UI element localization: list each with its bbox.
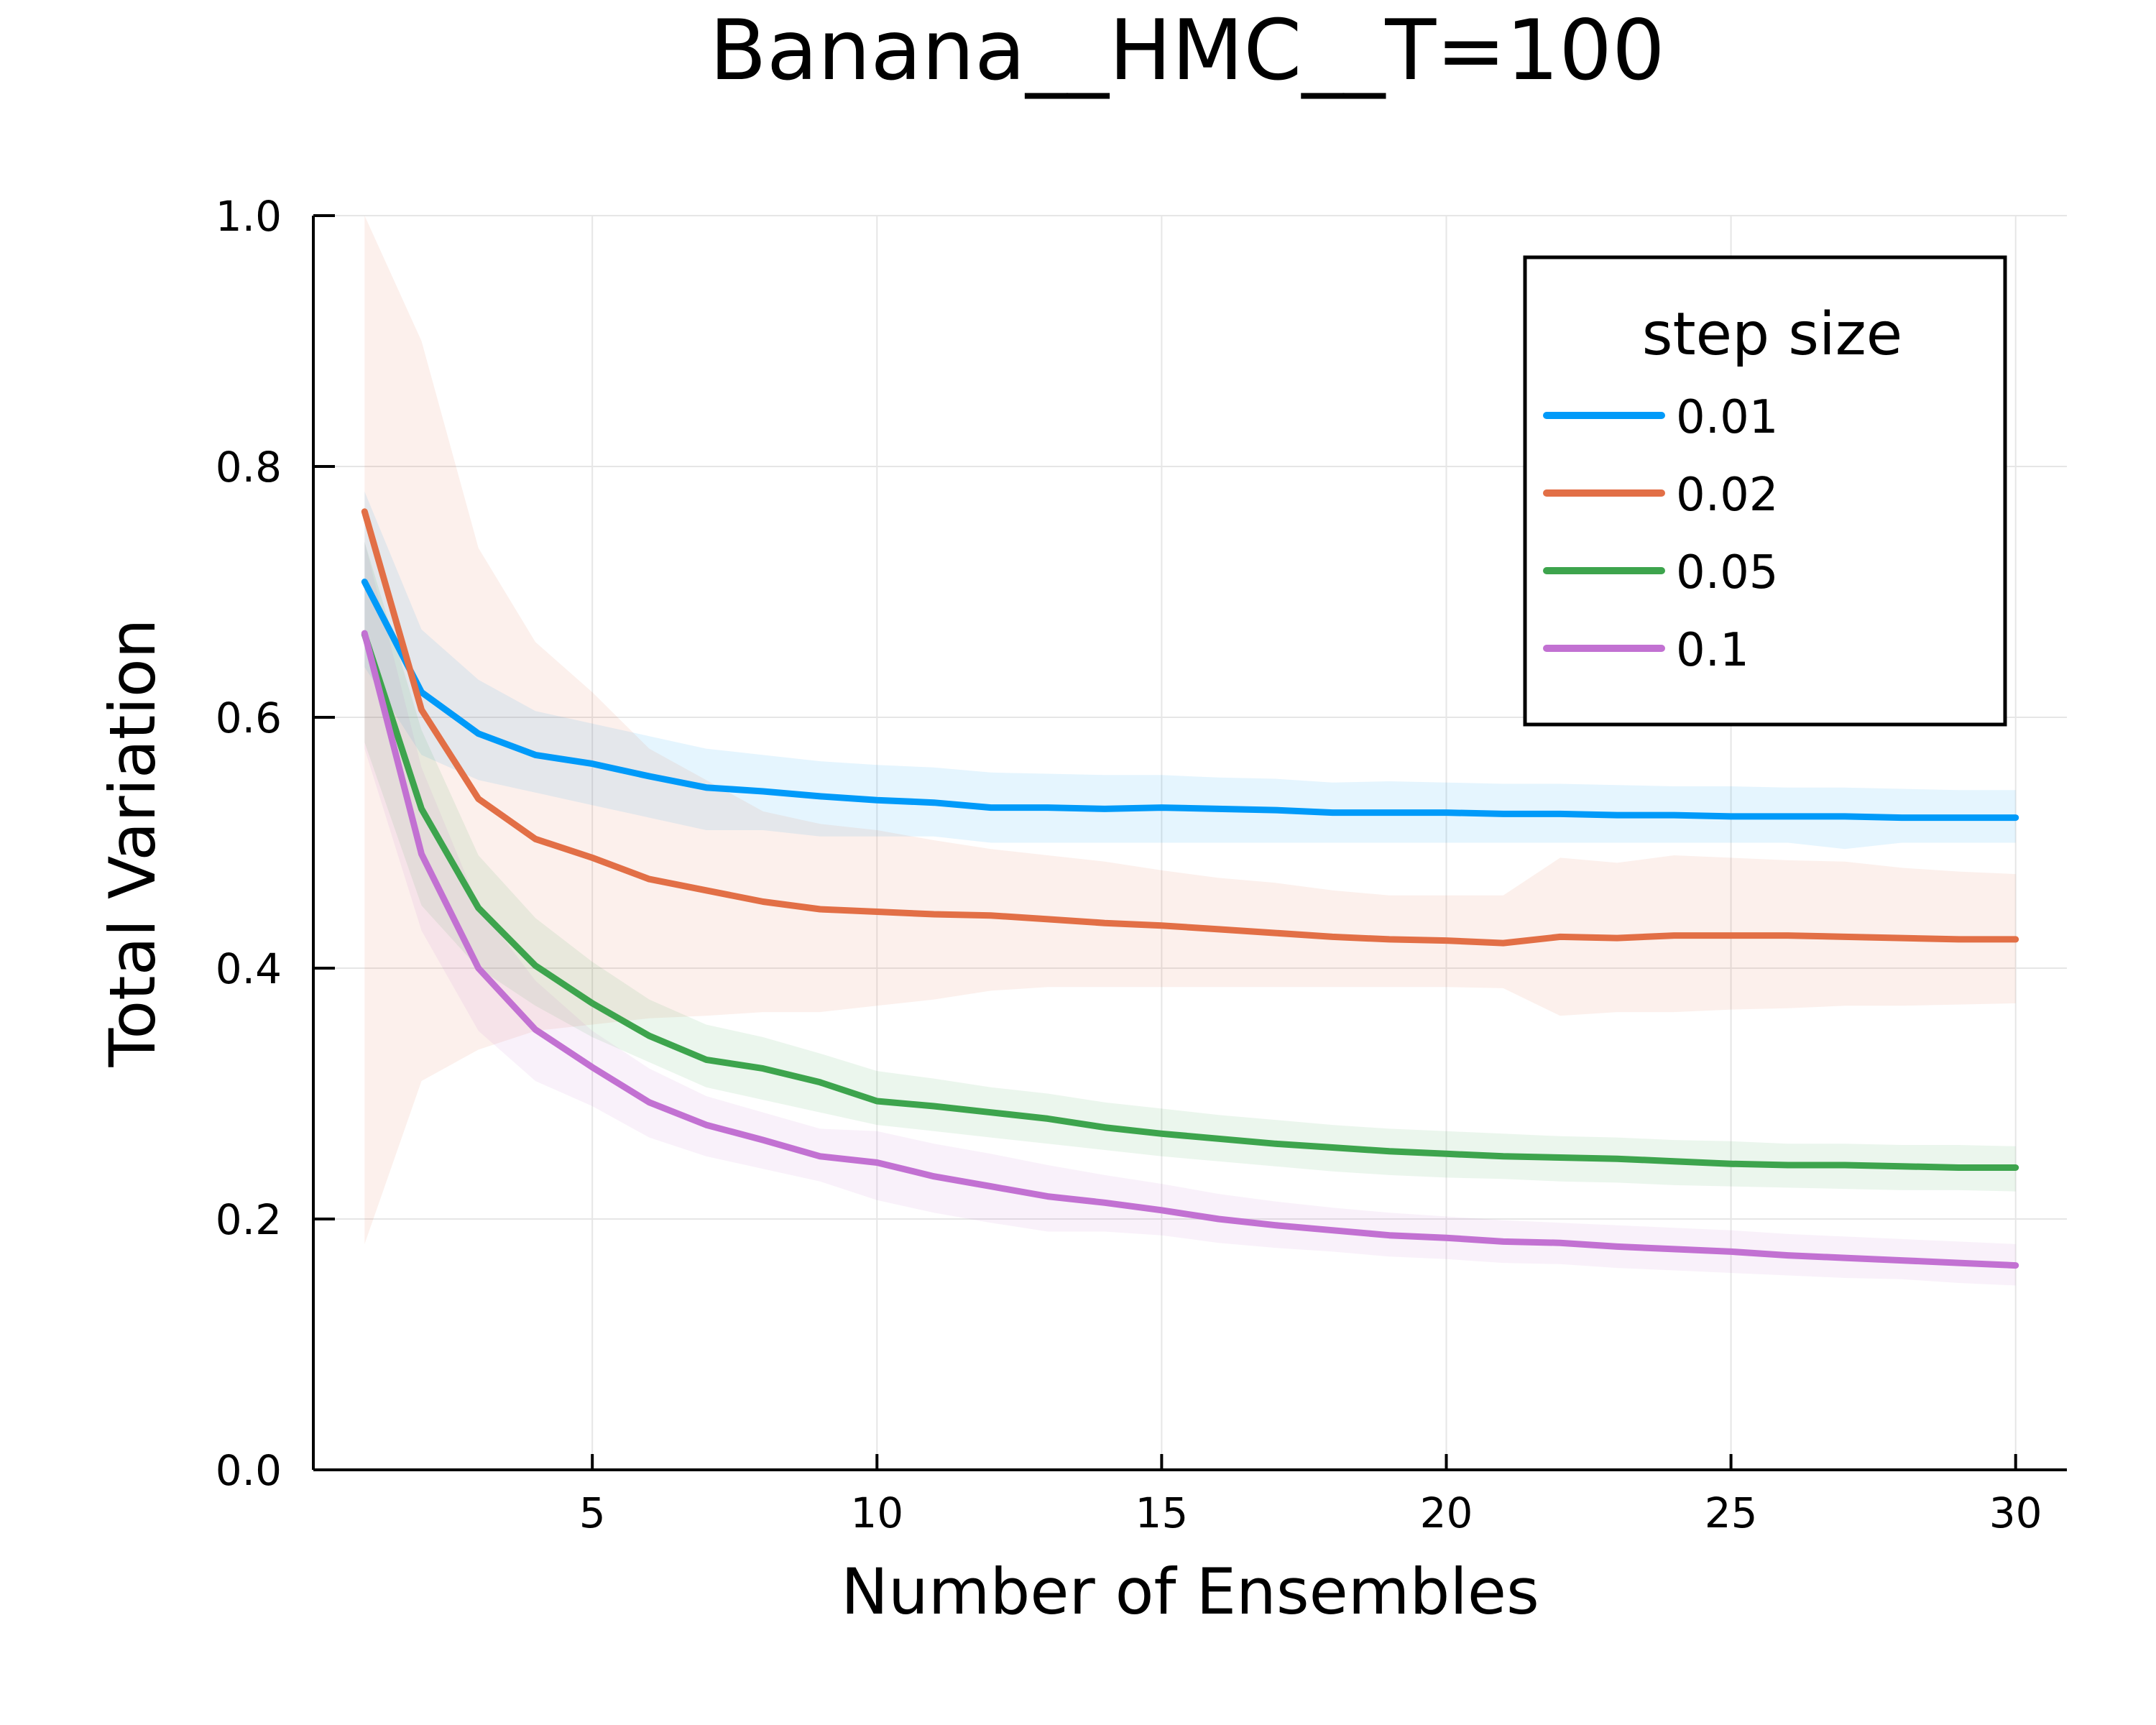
y-axis-title: Total Variation — [96, 619, 170, 1068]
legend: step size 0.01 0.02 0.05 0.1 — [1523, 255, 2007, 727]
legend-title: step size — [1642, 300, 1902, 369]
legend-items: 0.01 0.02 0.05 0.1 — [1543, 391, 1779, 677]
x-tick-label: 20 — [1420, 1489, 1473, 1537]
x-tick-label: 25 — [1705, 1489, 1758, 1537]
series-band-0 — [364, 491, 2016, 850]
chart-title: Banana__HMC__T=100 — [709, 2, 1665, 99]
y-tick-label: 0.0 — [216, 1446, 282, 1495]
y-tick-label: 0.6 — [216, 694, 282, 742]
x-axis-title: Number of Ensembles — [841, 1555, 1539, 1629]
series-line-0 — [361, 579, 2019, 822]
x-tick-label: 10 — [850, 1489, 903, 1537]
x-tick-label: 30 — [1989, 1489, 2042, 1537]
axes — [312, 214, 2067, 1471]
confidence-bands — [364, 216, 2016, 1286]
x-tick-label: 5 — [579, 1489, 606, 1537]
tick-labels: 5 10 15 20 25 30 0.0 0.2 0.4 0.6 0.8 1.0 — [216, 192, 2042, 1537]
series-lines — [361, 508, 2019, 1269]
legend-label-1: 0.02 — [1676, 469, 1779, 522]
y-tick-label: 1.0 — [216, 192, 282, 241]
y-tick-label: 0.2 — [216, 1195, 282, 1244]
legend-label-2: 0.05 — [1676, 546, 1779, 599]
series-line-2 — [361, 631, 2019, 1171]
legend-label-3: 0.1 — [1676, 624, 1749, 677]
y-tick-label: 0.8 — [216, 443, 282, 492]
x-tick-label: 15 — [1135, 1489, 1188, 1537]
legend-label-0: 0.01 — [1676, 391, 1779, 444]
series-line-1 — [361, 508, 2019, 947]
series-band-1 — [364, 216, 2016, 1244]
series-line-3 — [361, 630, 2019, 1269]
y-tick-label: 0.4 — [216, 944, 282, 993]
